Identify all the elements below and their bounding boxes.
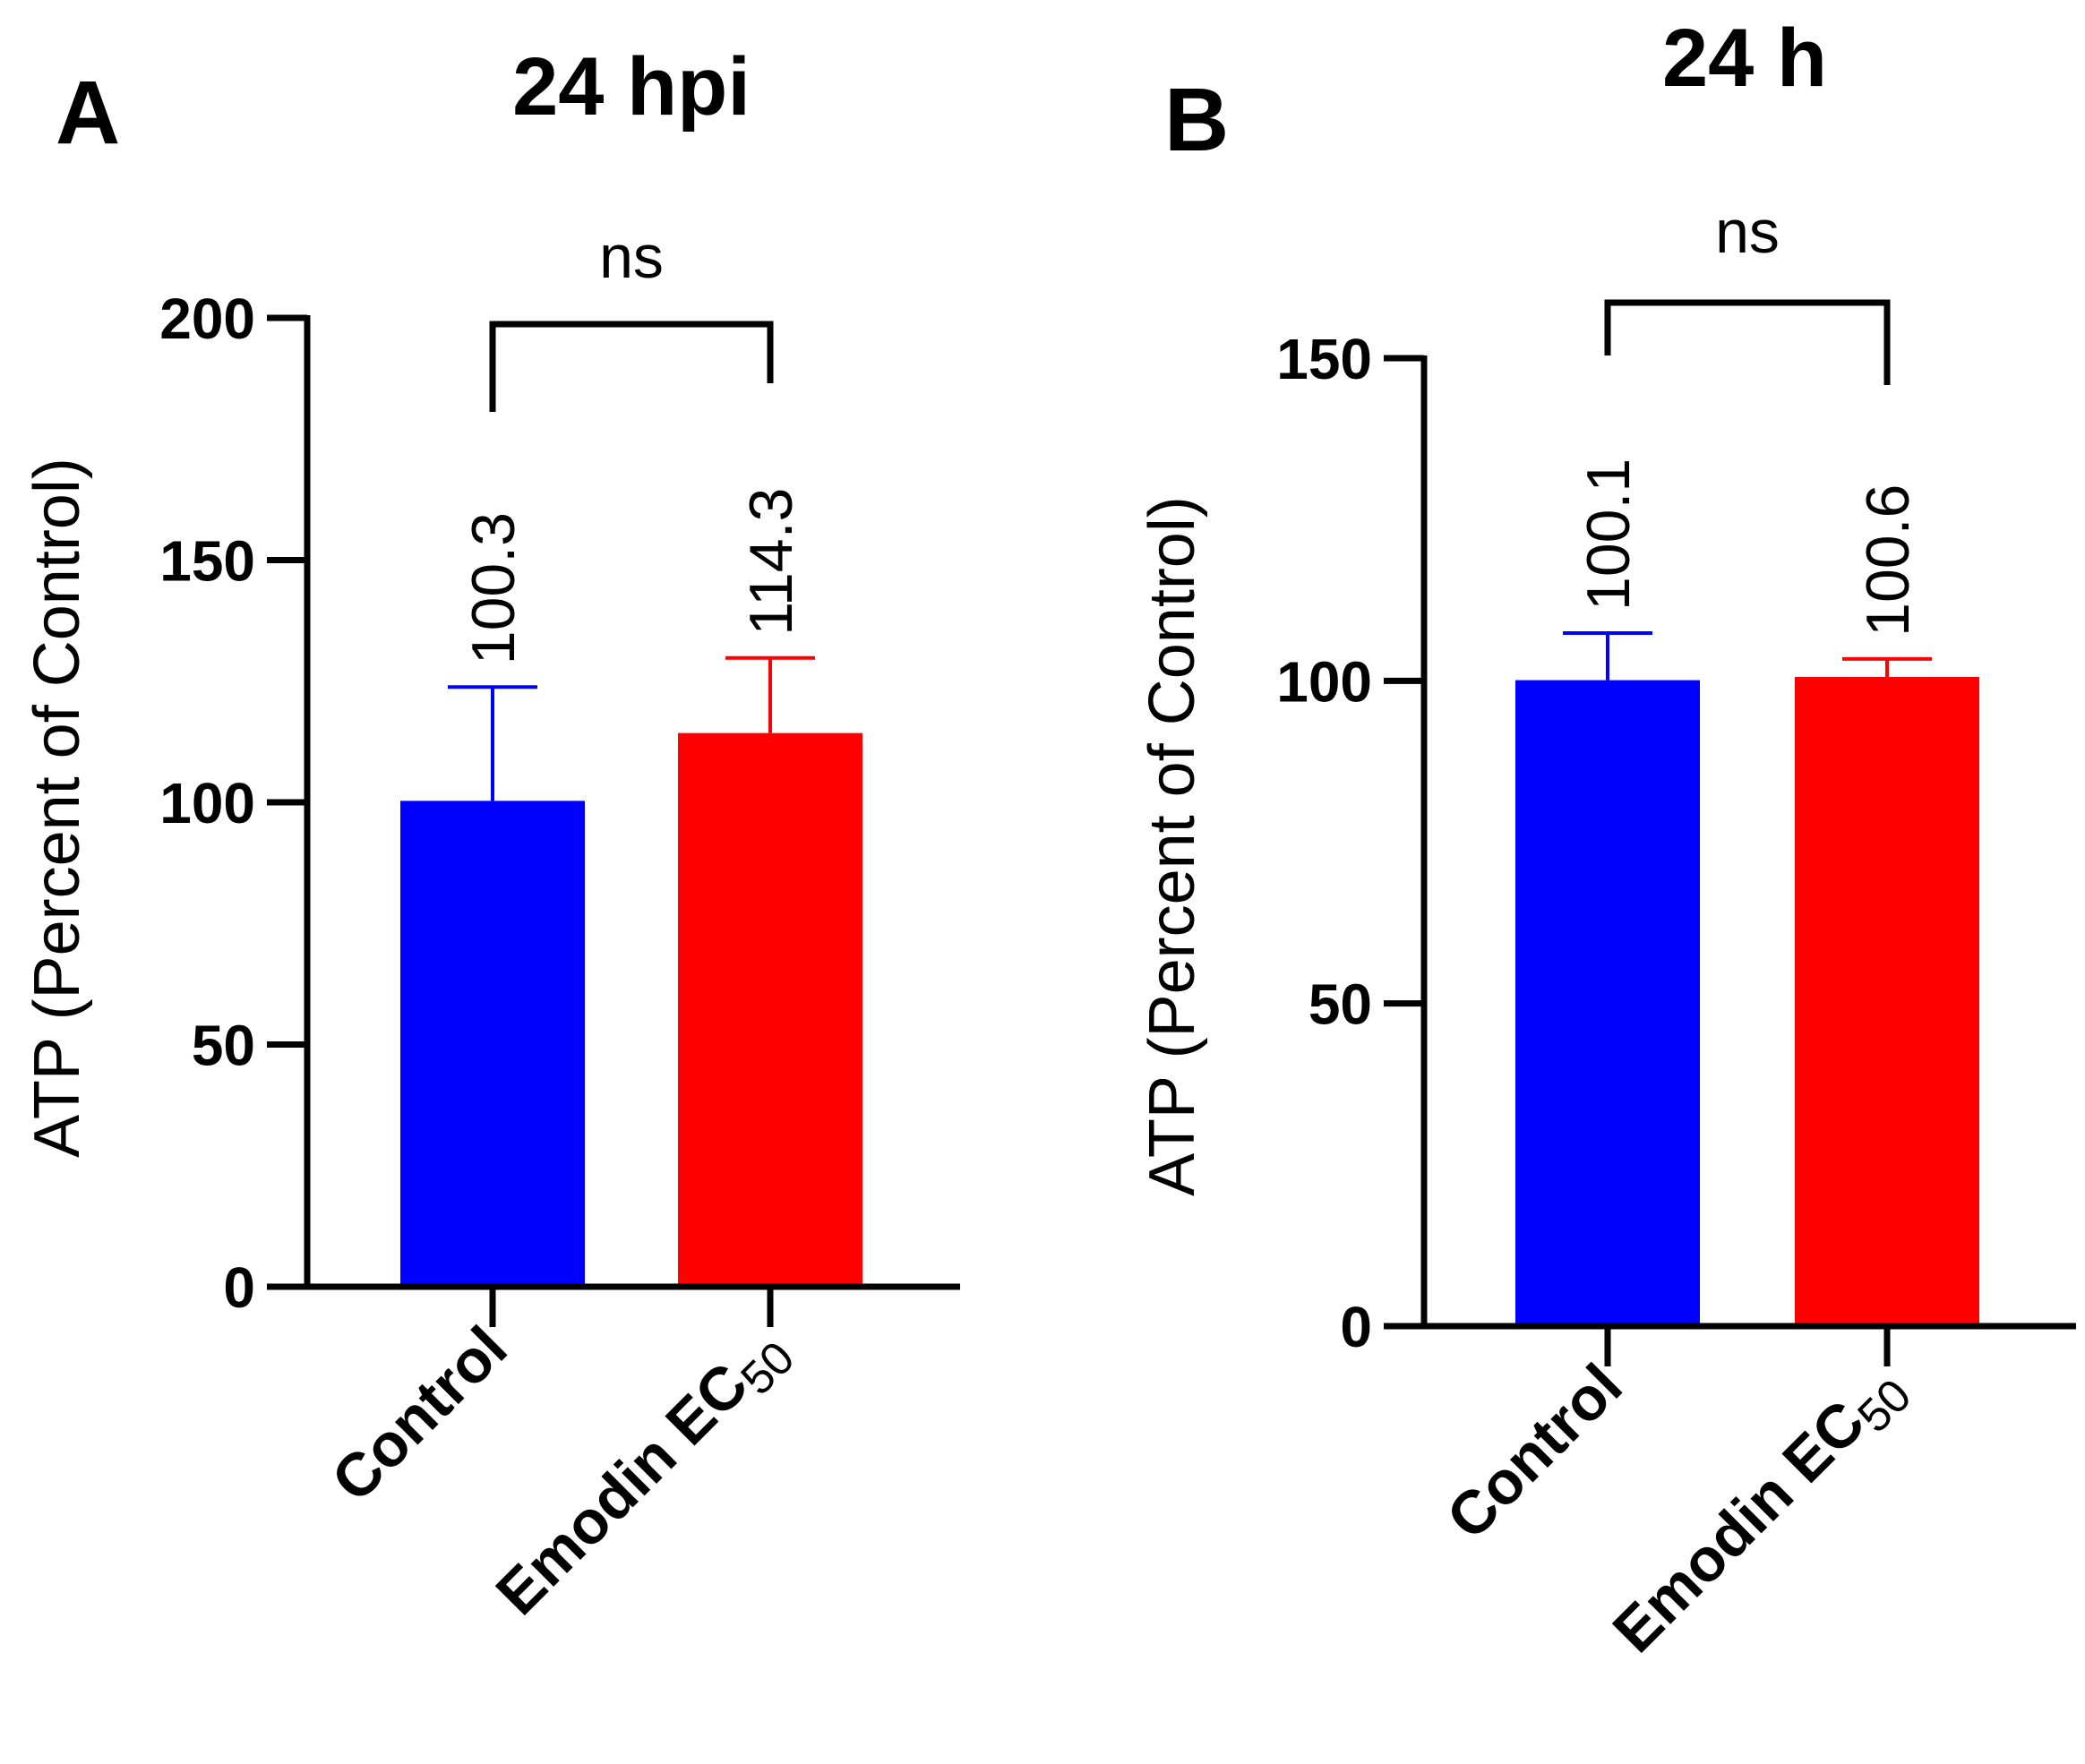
panel-b-chart: B 24 h ATP (Percent of Control) 100.1 100…: [1137, 13, 2076, 1673]
panel-b-x-tick-label-0-main: Control: [1434, 1351, 1635, 1553]
panel-b-y-axis-label: ATP (Percent of Control): [1137, 496, 1208, 1196]
panel-b-error-bar-0: [1563, 631, 1652, 681]
panel-a-bar-0: [400, 801, 585, 1287]
panel-a-letter: A: [56, 63, 120, 163]
panel-b-y-tick-label-50: 50: [1308, 972, 1372, 1037]
panel-b-bar-0: [1515, 680, 1700, 1326]
panel-a-y-tick-label-50: 50: [192, 1014, 255, 1078]
panel-b-error-bar-1: [1842, 656, 1932, 678]
panel-a-error-bar-0: [448, 685, 537, 801]
panel-a-significance-bracket: [489, 321, 774, 412]
panel-a-x-tick-label-0: Control: [319, 1314, 520, 1515]
panel-b-bar-1: [1795, 677, 1979, 1326]
panel-a-x-tick-label-1-main: Emodin EC: [484, 1350, 761, 1628]
panel-a-y-tick-label-200: 200: [159, 287, 255, 351]
panel-a-y-tick-label-150: 150: [159, 529, 255, 594]
panel-a-chart: A 24 hpi ATP (Percent of Control) 100.3 1…: [21, 41, 960, 1635]
panel-b-data-label-1: 100.6: [1854, 484, 1922, 637]
panel-a-significance-label: ns: [599, 223, 664, 291]
panel-b-x-tick-label-1-main: Emodin EC: [1600, 1388, 1878, 1666]
panel-b-title: 24 h: [1662, 13, 1827, 104]
panel-b-y-tick-label-150: 150: [1276, 327, 1372, 391]
panel-a-data-label-1: 114.3: [737, 488, 805, 636]
panel-a-bar-1: [678, 732, 862, 1287]
panel-a-y-tick-label-100: 100: [159, 771, 255, 835]
panel-a-data-label-0: 100.3: [459, 512, 528, 664]
panel-b-significance-label: ns: [1715, 198, 1780, 266]
panel-a-x-tick-label-1: Emodin EC50: [484, 1314, 805, 1635]
panel-b-y-tick-label-0: 0: [1340, 1295, 1372, 1359]
panel-b-x-tick-label-0: Control: [1434, 1351, 1635, 1553]
panel-a-title: 24 hpi: [512, 41, 751, 133]
panel-b-y-tick-label-100: 100: [1276, 649, 1372, 714]
panel-a-y-tick-label-0: 0: [223, 1255, 255, 1320]
panel-b-significance-bracket: [1604, 299, 1891, 385]
panel-b-letter: B: [1164, 70, 1229, 170]
panel-b-x-tick-label-1: Emodin EC50: [1600, 1351, 1922, 1673]
panel-a-x-tick-label-0-main: Control: [319, 1314, 520, 1515]
panel-b-data-label-0: 100.1: [1574, 458, 1643, 611]
panel-a-error-bar-1: [725, 655, 815, 733]
panel-a-y-axis-label: ATP (Percent of Control): [21, 458, 93, 1158]
